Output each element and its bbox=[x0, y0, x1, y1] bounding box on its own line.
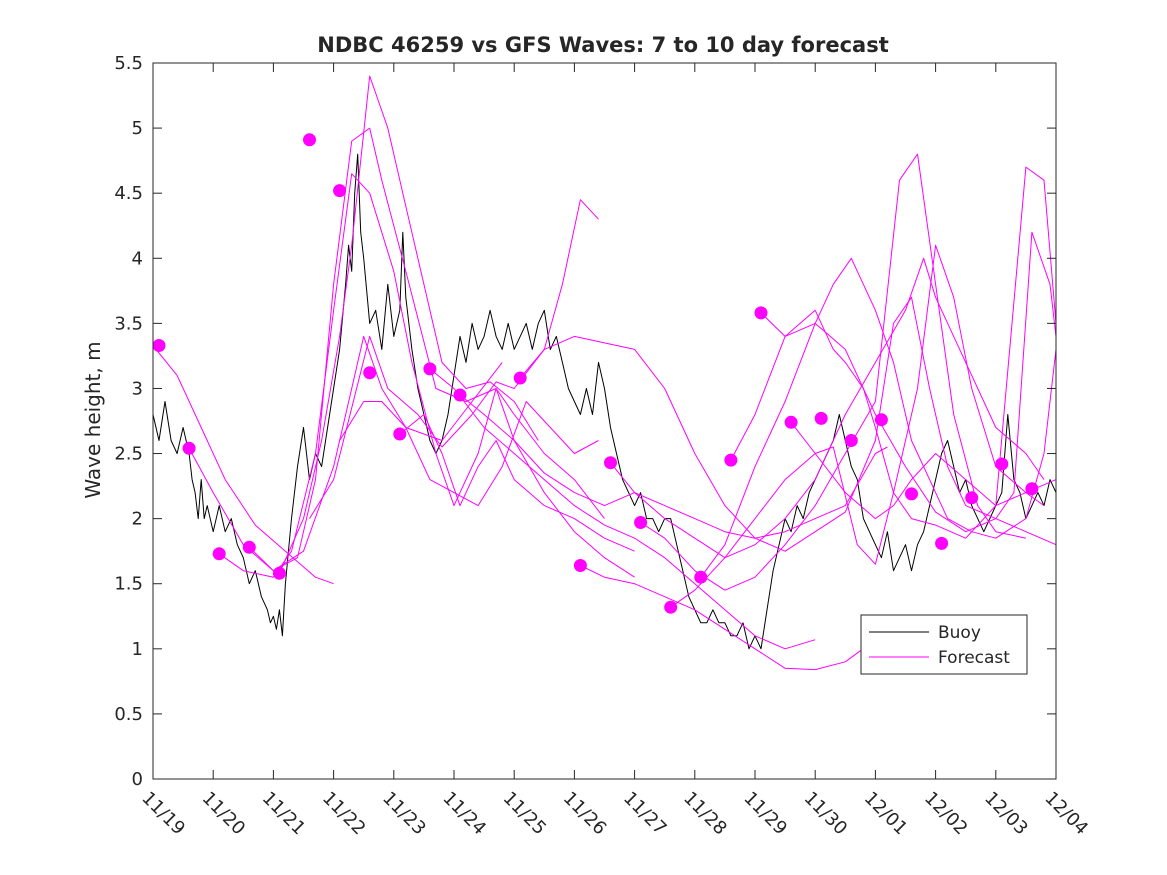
forecast-marker-7 bbox=[363, 366, 377, 380]
forecast-series-line-9 bbox=[429, 368, 816, 650]
forecast-marker-18 bbox=[754, 306, 768, 320]
forecast-series-line-1 bbox=[152, 345, 334, 585]
forecast-series-line-4 bbox=[248, 127, 635, 578]
y-tick-label: 0 bbox=[132, 769, 143, 790]
forecast-series-line-14 bbox=[640, 153, 1027, 591]
legend: Buoy Forecast bbox=[860, 614, 1028, 675]
forecast-series-line-5 bbox=[278, 75, 539, 574]
forecast-marker-22 bbox=[874, 413, 888, 427]
forecast-marker-17 bbox=[724, 453, 738, 467]
forecast-marker-6 bbox=[333, 184, 347, 198]
y-tick-label: 4.5 bbox=[114, 183, 143, 204]
forecast-marker-21 bbox=[844, 434, 858, 447]
forecast-series-line-15 bbox=[670, 244, 1045, 608]
forecast-marker-27 bbox=[1025, 482, 1039, 496]
forecast-marker-12 bbox=[573, 559, 587, 572]
forecast-series-line-2 bbox=[188, 335, 503, 572]
y-tick-label: 5.5 bbox=[114, 53, 143, 74]
forecast-series-line-19 bbox=[790, 421, 1057, 520]
y-tick-label: 2 bbox=[132, 509, 143, 530]
forecast-marker-11 bbox=[513, 371, 527, 385]
forecast-marker-23 bbox=[905, 487, 918, 501]
forecast-marker-20 bbox=[814, 411, 828, 425]
forecast-marker-0 bbox=[152, 339, 166, 352]
forecast-marker-19 bbox=[784, 415, 798, 429]
y-axis-label: Wave height, m bbox=[81, 341, 105, 498]
y-tick-label: 3.5 bbox=[114, 313, 143, 334]
y-tick-label: 5 bbox=[132, 118, 143, 139]
y-tick-label: 1.5 bbox=[114, 574, 143, 595]
forecast-series-line-11 bbox=[519, 296, 1057, 552]
plot-area bbox=[152, 75, 1057, 671]
forecast-marker-1 bbox=[182, 441, 196, 455]
forecast-series-line-16 bbox=[700, 257, 1057, 578]
y-tick-label: 3 bbox=[132, 378, 143, 399]
forecast-marker-2 bbox=[212, 547, 226, 561]
forecast-marker-26 bbox=[995, 457, 1009, 471]
forecast-marker-14 bbox=[634, 516, 648, 529]
forecast-series-line-13 bbox=[610, 257, 1045, 559]
forecast-marker-3 bbox=[242, 540, 256, 554]
forecast-marker-10 bbox=[453, 388, 467, 402]
legend-forecast-label: Forecast bbox=[938, 648, 1010, 668]
axes-frame bbox=[152, 62, 1057, 780]
forecast-series-line-7 bbox=[339, 401, 599, 507]
forecast-series-line-17 bbox=[730, 166, 1057, 539]
legend-box bbox=[860, 614, 1028, 675]
forecast-marker-9 bbox=[423, 362, 437, 376]
y-tick-label: 0.5 bbox=[114, 704, 143, 725]
forecast-marker-25 bbox=[965, 491, 979, 505]
chart-title: NDBC 46259 vs GFS Waves: 7 to 10 day for… bbox=[317, 33, 888, 57]
buoy-series-line bbox=[152, 153, 1057, 650]
forecast-marker-16 bbox=[694, 570, 708, 584]
legend-buoy-label: Buoy bbox=[938, 623, 981, 643]
forecast-marker-13 bbox=[604, 456, 617, 470]
forecast-marker-24 bbox=[935, 536, 949, 550]
y-tick-label: 1 bbox=[132, 639, 143, 660]
forecast-marker-15 bbox=[664, 600, 678, 614]
forecast-series-line-8 bbox=[399, 414, 635, 552]
forecast-marker-4 bbox=[272, 566, 286, 580]
forecast-marker-5 bbox=[303, 133, 316, 147]
forecast-series-line-18 bbox=[760, 231, 1057, 533]
forecast-series-line-12 bbox=[580, 565, 876, 671]
y-tick-label: 2.5 bbox=[114, 444, 143, 465]
forecast-marker-8 bbox=[393, 427, 407, 441]
forecast-series-line-6 bbox=[309, 199, 599, 519]
y-tick-label: 4 bbox=[132, 248, 143, 269]
forecast-series-line-10 bbox=[459, 394, 888, 539]
